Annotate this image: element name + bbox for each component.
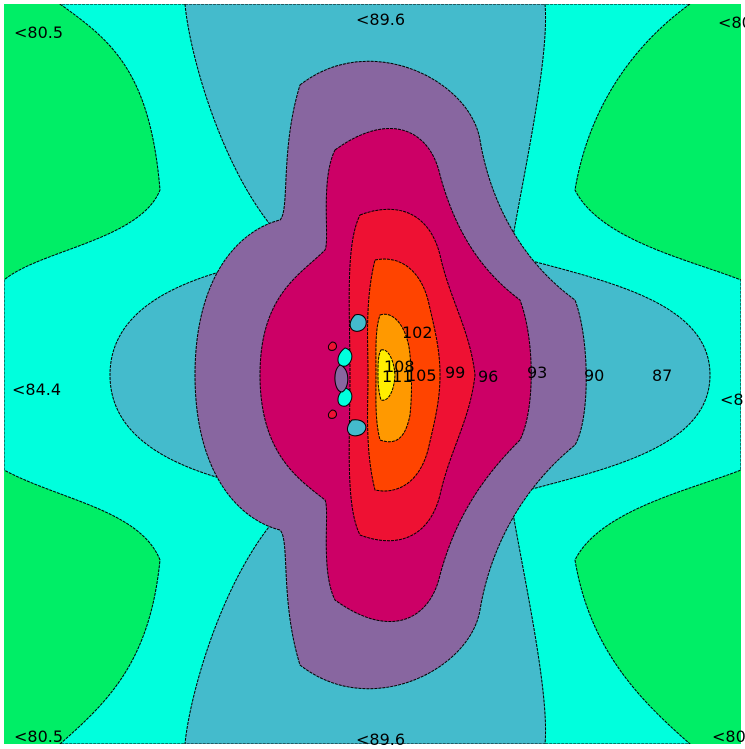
source-lobe-3: [337, 387, 353, 407]
contour-label-13: <8: [720, 390, 744, 409]
contour-band-8: [377, 349, 396, 401]
source-lobe-2: [337, 347, 353, 367]
contour-label-14: <80.5: [14, 727, 63, 746]
contour-label-2: <80: [718, 13, 745, 32]
contour-label-1: <89.6: [356, 10, 405, 29]
source-lobe-1: [347, 419, 367, 437]
contour-label-12: 87: [652, 366, 672, 385]
contour-label-7: 105: [406, 366, 437, 385]
contour-label-5: 108: [384, 357, 415, 376]
contour-label-8: 99: [445, 363, 465, 382]
contour-label-6: 111: [382, 367, 413, 386]
contour-label-10: 93: [527, 363, 547, 382]
source-lobe-6: [334, 364, 349, 393]
contour-label-9: 96: [478, 367, 498, 386]
contour-bands: [4, 4, 741, 744]
contour-label-4: 102: [402, 323, 433, 342]
source-lobe-4: [327, 341, 337, 351]
contour-label-15: <89.6: [356, 730, 405, 749]
source-lobe-0: [349, 314, 367, 332]
source-lobe-5: [327, 409, 337, 419]
contour-label-3: <84.4: [12, 380, 61, 399]
contour-label-16: <80.6: [712, 727, 745, 746]
contour-label-0: <80.5: [14, 23, 63, 42]
contour-label-11: 90: [584, 366, 604, 385]
